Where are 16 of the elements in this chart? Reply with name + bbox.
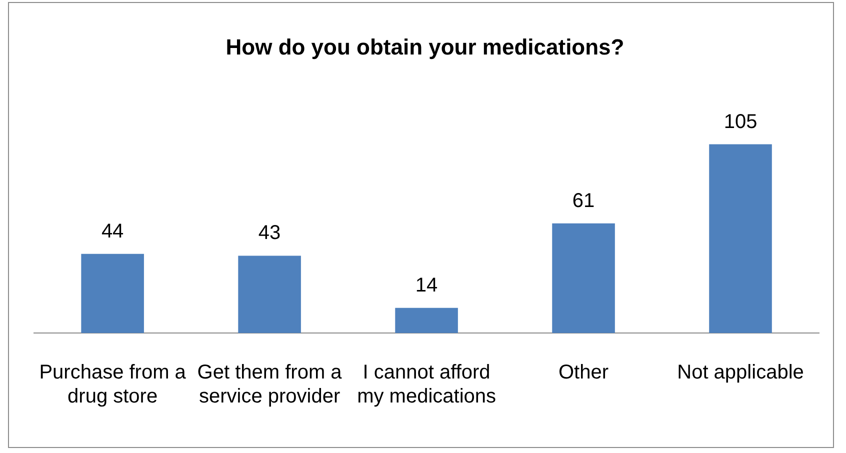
data-label: 43 bbox=[258, 222, 281, 244]
data-label: 61 bbox=[572, 190, 595, 212]
x-tick-label: Not applicable bbox=[677, 362, 804, 384]
bar bbox=[552, 223, 615, 333]
bar bbox=[395, 308, 458, 333]
bar bbox=[81, 254, 144, 333]
x-tick-label: Get them from a service provider bbox=[197, 362, 343, 408]
x-tick-label: I cannot afford my medications bbox=[357, 362, 496, 408]
x-tick-label: Purchase from a drug store bbox=[39, 362, 187, 408]
chart-title: How do you obtain your medications? bbox=[226, 34, 624, 60]
x-tick-label: Other bbox=[558, 362, 609, 384]
data-label: 105 bbox=[724, 110, 758, 133]
bar bbox=[709, 144, 772, 333]
data-label: 14 bbox=[415, 274, 438, 296]
data-label: 44 bbox=[101, 220, 124, 242]
bar bbox=[238, 256, 301, 333]
